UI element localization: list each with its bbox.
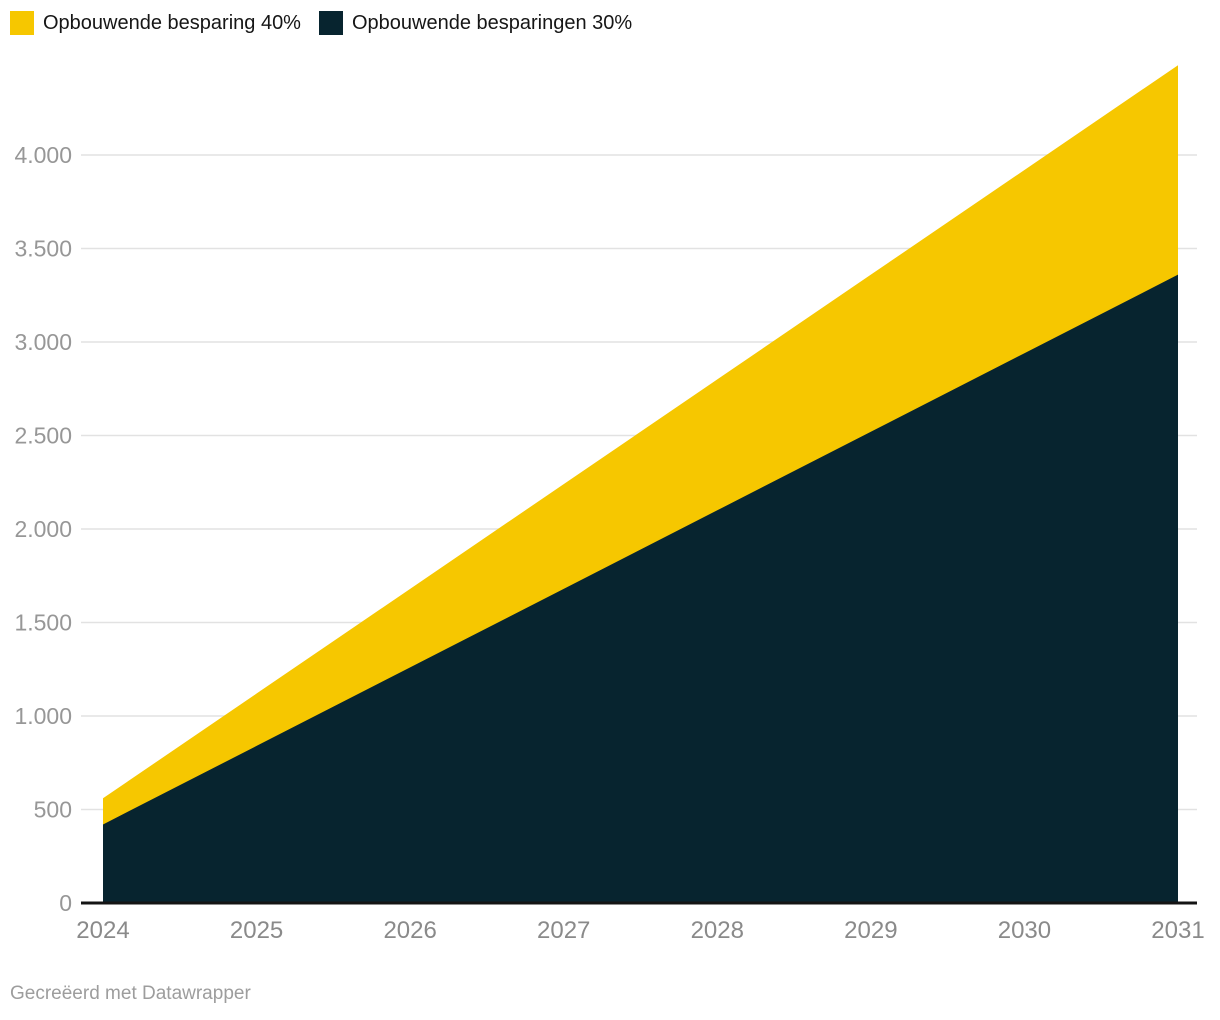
x-tick-label: 2025 — [230, 917, 283, 944]
area-series-1 — [103, 274, 1178, 903]
x-tick-label: 2029 — [844, 917, 897, 944]
y-tick-label: 3.000 — [14, 329, 72, 355]
chart-legend: Opbouwende besparing 40% Opbouwende bespa… — [10, 11, 632, 35]
legend-swatch-icon — [318, 11, 343, 35]
area-chart: 0 500 1.000 1.500 2.000 2.500 3.000 3.500 4.000 2… — [14, 65, 1205, 944]
x-tick-label: 2028 — [691, 917, 744, 944]
y-tick-label: 4.000 — [14, 142, 72, 168]
y-tick-label: 2.000 — [14, 516, 72, 542]
legend-label: Opbouwende besparingen 30% — [351, 12, 633, 34]
x-tick-label: 2024 — [76, 917, 129, 944]
x-tick-label: 2030 — [998, 917, 1051, 944]
y-tick-label: 500 — [34, 797, 72, 823]
y-tick-label: 2.500 — [14, 423, 72, 449]
y-tick-label: 0 — [59, 890, 72, 916]
legend-item: Opbouwende besparing 40% — [10, 11, 301, 35]
legend-swatch-icon — [10, 11, 34, 35]
x-tick-label: 2031 — [1151, 917, 1204, 944]
y-tick-label: 1.500 — [14, 610, 72, 636]
y-tick-label: 1.000 — [14, 703, 72, 729]
legend-label: Opbouwende besparing 40% — [43, 12, 301, 34]
y-tick-label: 3.500 — [14, 236, 72, 262]
x-tick-label: 2026 — [383, 917, 436, 944]
datawrapper-credit: Gecreëerd met Datawrapper — [10, 983, 251, 1004]
legend-item: Opbouwende besparingen 30% — [318, 11, 633, 35]
x-tick-label: 2027 — [537, 917, 590, 944]
